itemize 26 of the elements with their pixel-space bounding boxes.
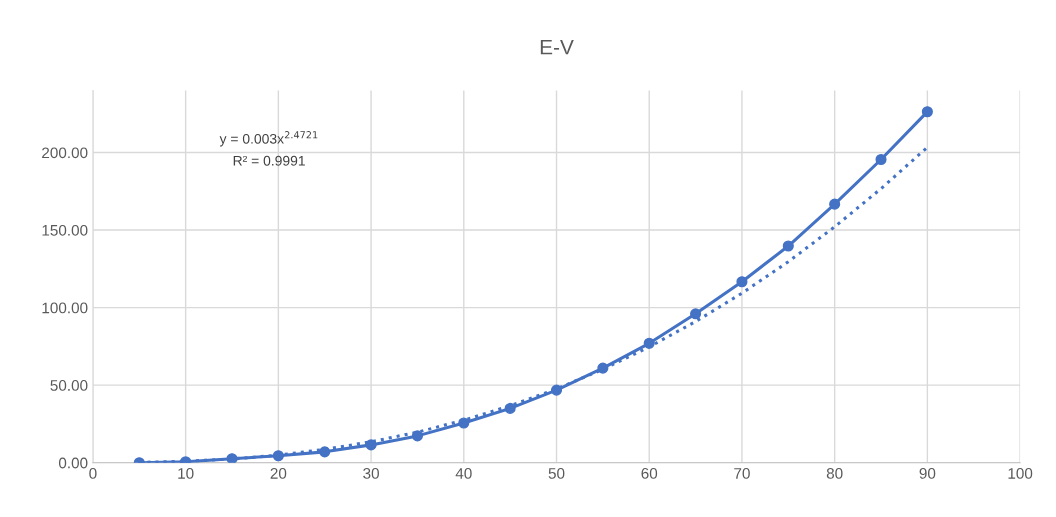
x-tick-label: 0 (89, 467, 97, 479)
x-tick-label: 90 (919, 467, 936, 479)
x-tick-label: 70 (734, 467, 750, 479)
point (736, 276, 748, 288)
chart-title: E-V (540, 40, 574, 55)
annotation: R² = 0.9991 (233, 155, 305, 166)
x-tick-label: 40 (455, 467, 472, 479)
y-tick-label: 100.00 (42, 302, 88, 314)
annotation: y = 0.003x$^{2.4721}$ (219, 131, 318, 147)
x-tick-label: 20 (270, 467, 287, 479)
y-tick-label: 150.00 (42, 224, 88, 236)
x-tick-label: 30 (363, 467, 379, 479)
point (690, 308, 702, 320)
point (921, 106, 933, 118)
point (782, 240, 794, 252)
y-tick-label: 200.00 (42, 147, 88, 159)
point (875, 153, 887, 166)
x-tick-label: 100 (1008, 467, 1033, 479)
x-tick-label: 10 (178, 467, 194, 479)
x-tick-label: 50 (548, 467, 565, 479)
x-tick-label: 80 (826, 467, 843, 479)
point (411, 430, 423, 442)
point (829, 198, 841, 210)
y-tick-label: 50.00 (50, 380, 88, 391)
y-tick-label: 0.00 (58, 457, 88, 469)
x-tick-label: 60 (641, 467, 658, 479)
